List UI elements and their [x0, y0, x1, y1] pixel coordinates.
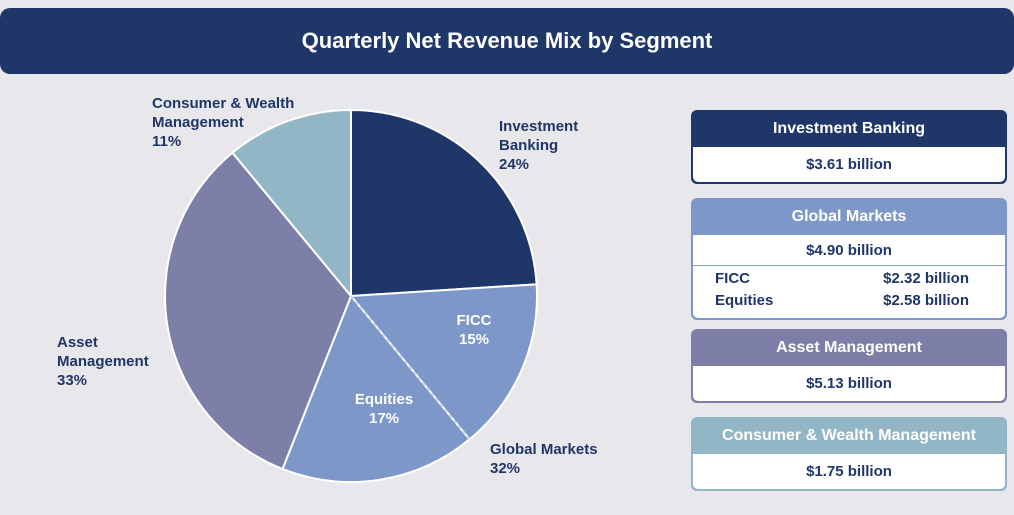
breakdown-ficc-name: FICC — [715, 270, 750, 287]
label-investment-banking-line1: Investment — [499, 118, 579, 135]
group-divider-line — [350, 295, 471, 440]
breakdown-equities-name: Equities — [715, 292, 774, 309]
card-global-markets-title: Global Markets — [791, 207, 907, 225]
label-global-markets-pct: 32% — [490, 460, 521, 477]
label-equities-name: Equities — [354, 391, 414, 408]
label-global-markets: Global Markets 32% — [490, 440, 598, 478]
page-title-banner: Quarterly Net Revenue Mix by Segment — [0, 8, 1014, 74]
card-global-markets: Global Markets $4.90 billion FICC $2.32 … — [691, 198, 1007, 320]
breakdown-ficc-value: $2.32 billion — [883, 270, 969, 287]
pie-slice-asset-management — [164, 151, 353, 471]
card-asset-management-title: Asset Management — [776, 338, 922, 356]
card-global-markets-breakdown: FICC $2.32 billion Equities $2.58 billio… — [693, 265, 1005, 318]
pie-slice-equities — [281, 294, 471, 483]
label-ficc: FICC 15% — [446, 311, 502, 349]
card-asset-management: Asset Management $5.13 billion — [691, 329, 1007, 403]
pie-slice-investment-banking — [350, 108, 538, 298]
card-global-markets-body: $4.90 billion FICC $2.32 billion Equitie… — [693, 235, 1005, 318]
label-investment-banking-line2: Banking — [499, 137, 559, 154]
label-ficc-name: FICC — [456, 312, 492, 329]
card-investment-banking: Investment Banking $3.61 billion — [691, 110, 1007, 184]
label-equities: Equities 17% — [346, 390, 422, 428]
card-global-markets-total: $4.90 billion — [806, 241, 892, 259]
label-asset-management-pct: 33% — [57, 372, 88, 389]
label-investment-banking: Investment Banking 24% — [499, 117, 578, 174]
label-asset-management-line2: Management — [57, 353, 149, 370]
label-consumer-wealth-pct: 11% — [152, 133, 182, 150]
label-equities-pct: 17% — [368, 410, 400, 427]
page-title: Quarterly Net Revenue Mix by Segment — [301, 28, 713, 53]
label-asset-management: Asset Management 33% — [57, 333, 149, 390]
card-consumer-wealth-body: $1.75 billion — [693, 454, 1005, 489]
card-investment-banking-body: $3.61 billion — [693, 147, 1005, 182]
card-consumer-wealth-title: Consumer & Wealth Management — [722, 426, 976, 444]
breakdown-row-equities: Equities $2.58 billion — [715, 290, 969, 312]
label-global-markets-name: Global Markets — [490, 441, 598, 458]
breakdown-row-ficc: FICC $2.32 billion — [715, 268, 969, 290]
label-ficc-pct: 15% — [458, 331, 490, 348]
pie-chart — [164, 108, 538, 483]
label-asset-management-line1: Asset — [57, 334, 98, 351]
breakdown-equities-value: $2.58 billion — [883, 292, 969, 309]
card-asset-management-total: $5.13 billion — [806, 375, 892, 392]
label-consumer-wealth: Consumer & Wealth Management 11% — [152, 94, 294, 151]
label-investment-banking-pct: 24% — [499, 156, 530, 173]
card-consumer-wealth-total: $1.75 billion — [806, 463, 892, 480]
label-consumer-wealth-line2: Management — [152, 114, 244, 131]
pie-slice-ficc — [348, 283, 538, 441]
card-investment-banking-title: Investment Banking — [772, 119, 926, 137]
card-investment-banking-total: $3.61 billion — [806, 156, 892, 173]
label-consumer-wealth-line1: Consumer & Wealth — [152, 95, 295, 112]
card-asset-management-body: $5.13 billion — [693, 366, 1005, 401]
pie-slice-consumer-wealth-management — [231, 108, 352, 299]
card-consumer-wealth: Consumer & Wealth Management $1.75 billi… — [691, 417, 1007, 491]
